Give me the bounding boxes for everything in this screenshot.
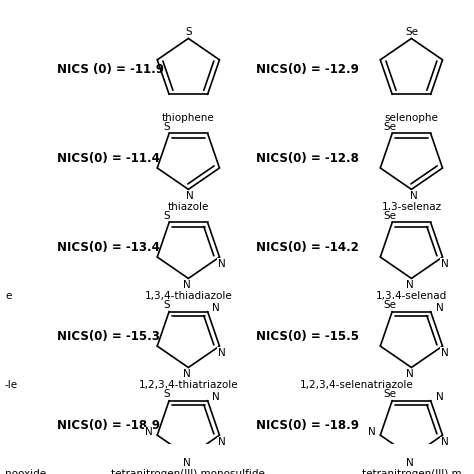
Text: N: N (406, 458, 413, 468)
Text: NICS(0) = -15.3: NICS(0) = -15.3 (57, 330, 160, 343)
Text: N: N (145, 427, 152, 437)
Text: S: S (185, 27, 191, 36)
Text: NICS(0) = -18.9: NICS(0) = -18.9 (256, 419, 359, 432)
Text: NICS(0) = -14.2: NICS(0) = -14.2 (256, 241, 359, 254)
Text: N: N (218, 348, 225, 358)
Text: N: N (441, 437, 448, 447)
Text: nooxide: nooxide (5, 469, 46, 474)
Text: Se: Se (384, 300, 397, 310)
Text: 1,2,3,4-thiatriazole: 1,2,3,4-thiatriazole (138, 380, 238, 390)
Text: NICS(0) = -18.9: NICS(0) = -18.9 (57, 419, 161, 432)
Text: e: e (5, 291, 11, 301)
Text: NICS(0) = -13.4: NICS(0) = -13.4 (57, 241, 160, 254)
Text: N: N (186, 191, 194, 201)
Text: N: N (441, 348, 448, 358)
Text: Se: Se (384, 121, 397, 131)
Text: N: N (218, 437, 225, 447)
Text: 1,3,4-thiadiazole: 1,3,4-thiadiazole (145, 291, 232, 301)
Text: 1,3,4-selenad: 1,3,4-selenad (376, 291, 447, 301)
Text: N: N (182, 280, 190, 290)
Text: N: N (406, 369, 413, 379)
Text: Se: Se (384, 210, 397, 220)
Text: S: S (164, 210, 171, 220)
Text: S: S (164, 389, 171, 399)
Text: N: N (182, 458, 190, 468)
Text: N: N (218, 259, 225, 269)
Text: N: N (182, 369, 190, 379)
Text: NICS(0) = -11.4: NICS(0) = -11.4 (57, 152, 160, 165)
Text: N: N (368, 427, 375, 437)
Text: tetranitrogen(III) m: tetranitrogen(III) m (362, 469, 461, 474)
Text: N: N (212, 392, 220, 402)
Text: 1,3-selenaz: 1,3-selenaz (382, 202, 441, 212)
Text: N: N (436, 303, 443, 313)
Text: thiophene: thiophene (162, 113, 215, 123)
Text: S: S (164, 121, 171, 131)
Text: NICS(0) = -12.9: NICS(0) = -12.9 (256, 63, 359, 76)
Text: N: N (212, 303, 220, 313)
Text: NICS(0) = -15.5: NICS(0) = -15.5 (256, 330, 359, 343)
Text: NICS(0) = -12.8: NICS(0) = -12.8 (256, 152, 359, 165)
Text: S: S (164, 300, 171, 310)
Text: 1,2,3,4-selenatriazole: 1,2,3,4-selenatriazole (300, 380, 414, 390)
Text: selenophe: selenophe (384, 113, 438, 123)
Text: Se: Se (384, 389, 397, 399)
Text: tetranitrogen(III) monosulfide: tetranitrogen(III) monosulfide (111, 469, 265, 474)
Text: -le: -le (5, 380, 18, 390)
Text: Se: Se (405, 27, 418, 36)
Text: N: N (436, 392, 443, 402)
Text: N: N (410, 191, 417, 201)
Text: NICS (0) = -11.9: NICS (0) = -11.9 (57, 63, 164, 76)
Text: N: N (441, 259, 448, 269)
Text: N: N (406, 280, 413, 290)
Text: thiazole: thiazole (168, 202, 209, 212)
